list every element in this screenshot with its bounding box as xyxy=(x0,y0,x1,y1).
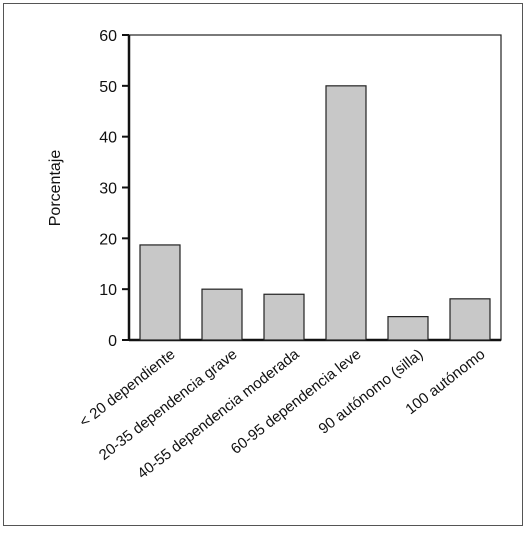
bar xyxy=(450,299,490,340)
y-tick-label: 50 xyxy=(99,79,117,96)
y-tick-label: 0 xyxy=(108,333,117,350)
plot-border xyxy=(129,35,501,340)
y-tick-label: 20 xyxy=(99,231,117,248)
y-tick-label: 60 xyxy=(99,28,117,45)
bar xyxy=(264,294,304,340)
bar xyxy=(388,317,428,340)
bar xyxy=(202,289,242,340)
bar xyxy=(140,245,180,340)
y-tick-label: 30 xyxy=(99,181,117,198)
y-axis-title: Porcentaje xyxy=(47,150,64,227)
y-tick-label: 10 xyxy=(99,282,117,299)
bar xyxy=(326,86,366,340)
x-tick-label: 90 autónomo (silla) xyxy=(315,346,426,438)
y-tick-label: 40 xyxy=(99,130,117,147)
